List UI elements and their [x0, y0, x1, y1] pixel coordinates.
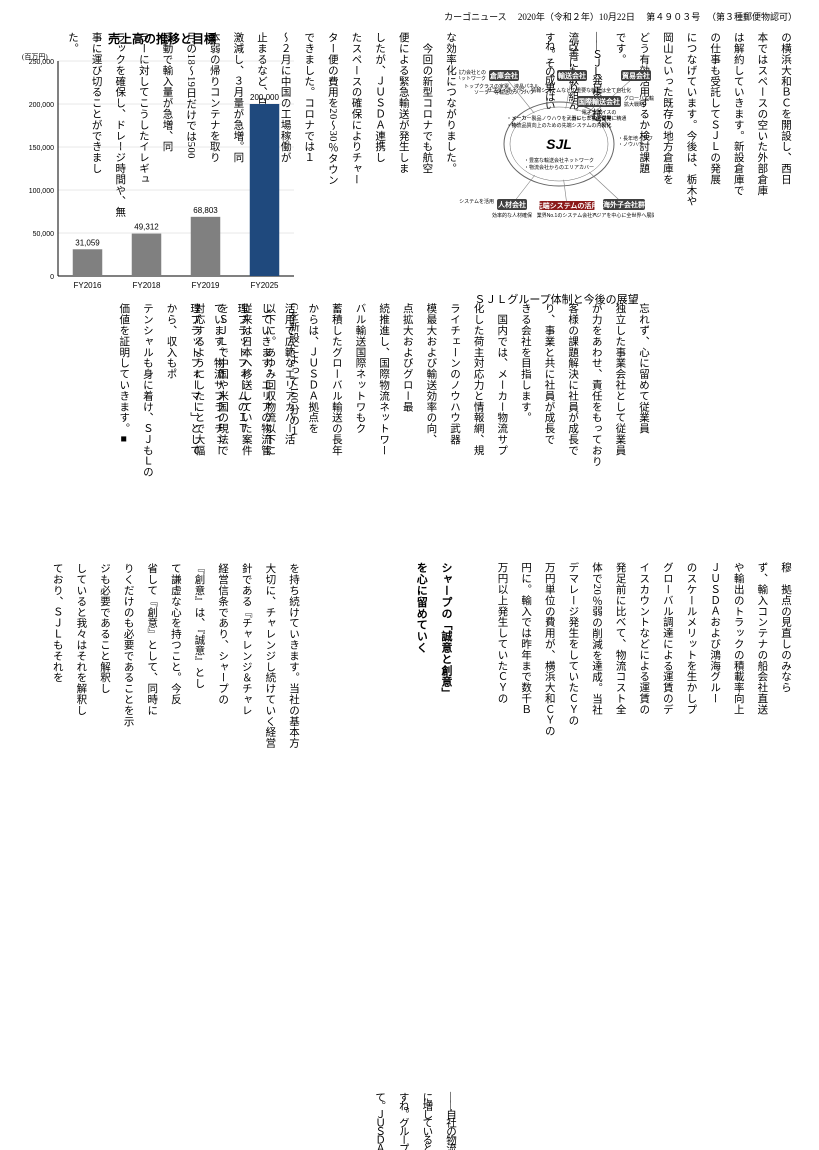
page-header: カーゴニュース 2020年（令和２年）10月22日 第４９０３号 （第３種郵便物… — [444, 10, 797, 23]
diagram-svg: SJL・メーカー製品ノウハウを武器にした拡大開発・物流品質向上のための先端システ… — [459, 34, 654, 284]
svg-text:・物流会社からのエリアカバー: ・物流会社からのエリアカバー — [524, 164, 594, 171]
svg-text:拡大戦略: 拡大戦略 — [624, 101, 644, 108]
svg-text:ネットワーク: ネットワーク — [459, 76, 486, 82]
svg-text:FY2016: FY2016 — [73, 281, 102, 290]
svg-text:貿易会社: 貿易会社 — [622, 71, 650, 80]
svg-text:倉庫会社: 倉庫会社 — [489, 71, 518, 80]
col-mid-q: ――自社の物流運営力が着実 に増しているということで すね。グループからも評価さ… — [368, 1092, 463, 1150]
svg-text:協力会社との: 協力会社との — [459, 69, 486, 76]
svg-text:FY2018: FY2018 — [132, 281, 161, 290]
svg-text:31,059: 31,059 — [75, 238, 100, 247]
svg-text:電子デバイスの: 電子デバイスの — [582, 109, 617, 116]
svg-text:輸送会社: 輸送会社 — [558, 71, 586, 80]
svg-text:200,000: 200,000 — [250, 93, 279, 102]
col-1a2: 穆 拠点の見直しのみなら ず、輸入コンテナの船会社直送 や輸出のトラックの積載率… — [490, 562, 797, 1092]
svg-text:・豊富な輸送会社ネットワーク: ・豊富な輸送会社ネットワーク — [524, 157, 594, 164]
svg-text:50,000: 50,000 — [33, 231, 55, 238]
svg-text:トレーディング等に精通: トレーディング等に精通 — [572, 115, 627, 122]
svg-text:100,000: 100,000 — [29, 188, 54, 195]
diagram-caption: ＳＪＬグループ体制と今後の展望 — [459, 291, 654, 307]
org-diagram: SJL・メーカー製品ノウハウを武器にした拡大開発・物流品質向上のための先端システ… — [459, 34, 654, 304]
chart-title: 売上高の推移と目標 — [22, 30, 302, 47]
svg-text:SJL: SJL — [546, 136, 572, 152]
header-publication: カーゴニュース — [444, 12, 507, 22]
svg-text:・ノウハウ: ・ノウハウ — [618, 141, 643, 148]
svg-text:FY2025: FY2025 — [250, 281, 279, 290]
article-body-under-diagram: 忘れず、心に留めて従業員 独立した事業会社として従業員 が力をあわせ、責任をもっ… — [455, 303, 655, 563]
svg-text:FY2019: FY2019 — [191, 281, 220, 290]
svg-text:効率的な人材確保: 効率的な人材確保 — [492, 212, 532, 219]
svg-text:先端システムの活用: 先端システムの活用 — [536, 201, 599, 210]
svg-text:国際輸送会社: 国際輸送会社 — [578, 97, 620, 106]
section-heading: シャープの「誠意と創意」 を心に留めていく — [409, 562, 459, 1092]
svg-text:グローバル輸送などの: グローバル輸送などの — [624, 95, 654, 102]
svg-text:49,312: 49,312 — [134, 223, 159, 232]
svg-text:150,000: 150,000 — [29, 145, 54, 152]
svg-text:業界No.1のシステム会社へ: 業界No.1のシステム会社へ — [537, 212, 597, 219]
svg-text:人材会社: 人材会社 — [498, 200, 526, 209]
col-mid-q-text: ――自社の物流運営力が着実 に増しているということで すね。グループからも評価さ… — [374, 1092, 456, 1150]
svg-text:海外子会社群: 海外子会社群 — [603, 200, 645, 209]
svg-text:0: 0 — [50, 274, 54, 281]
revenue-chart: 売上高の推移と目標 (百万円) 0 50,000 100,000 150,000 200… — [22, 30, 302, 300]
svg-text:・物流品質向上のための先端システムの内製化: ・物流品質向上のための先端システムの内製化 — [507, 122, 612, 129]
header-note: （第３種郵便物認可） — [711, 12, 797, 22]
svg-text:・長年培ったフォワーディング、グローバル輸送の: ・長年培ったフォワーディング、グローバル輸送の — [618, 135, 654, 142]
svg-text:サプライチェーン、情報システムなどの重要な機能は全て自社化: サプライチェーン、情報システムなどの重要な機能は全て自社化 — [487, 87, 631, 94]
chart-ylabel: (百万円) — [22, 52, 48, 62]
svg-text:アジアを中心に全世界へ展開: アジアを中心に全世界へ展開 — [592, 212, 654, 219]
header-date: 2020年（令和２年）10月22日 — [518, 12, 635, 22]
header-issue: 第４９０３号 — [646, 12, 700, 22]
col-ud-1: 忘れず、心に留めて従業員 独立した事業会社として従業員 が力をあわせ、責任をもっ… — [112, 303, 655, 563]
chart-svg: 050,000100,000150,000200,000250,00031,05… — [22, 51, 302, 296]
col-left-2: を持ち続けていきます。当社の基本方 大切に、チャレンジし続けていく経営 針である… — [45, 563, 305, 823]
svg-text:FOXCONN社の先端システムを活用: FOXCONN社の先端システムを活用 — [459, 198, 494, 205]
svg-text:68,803: 68,803 — [193, 206, 218, 215]
svg-text:200,000: 200,000 — [29, 102, 54, 109]
